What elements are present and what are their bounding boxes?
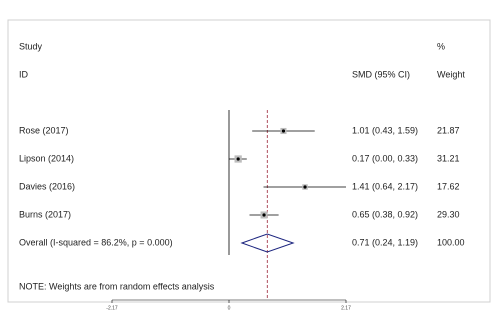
weight-label: 17.62 <box>437 181 460 191</box>
effect-label: 1.01 (0.43, 1.59) <box>352 125 418 135</box>
effect-label: 1.41 (0.64, 2.17) <box>352 181 418 191</box>
x-tick-label: 2.17 <box>341 305 351 311</box>
effect-label: 0.17 (0.00, 0.33) <box>352 153 418 163</box>
note: NOTE: Weights are from random effects an… <box>19 281 215 291</box>
header-effect: SMD (95% CI) <box>352 69 410 79</box>
point-estimate <box>303 185 307 189</box>
overall-label: 0.71 (0.24, 1.19) <box>352 237 418 247</box>
study-name: Rose (2017) <box>19 125 69 135</box>
plot-frame <box>7 19 491 303</box>
study-name: Burns (2017) <box>19 209 71 219</box>
x-tick-label: 0 <box>228 305 231 311</box>
point-estimate <box>262 213 266 217</box>
study-name: Davies (2016) <box>19 181 75 191</box>
weight-label: 31.21 <box>437 153 460 163</box>
header-pct: % <box>437 41 445 51</box>
point-estimate <box>236 157 240 161</box>
study-name: Lipson (2014) <box>19 153 74 163</box>
overall-diamond <box>240 233 295 253</box>
header-study: Study <box>19 41 43 51</box>
weight-label: 29.30 <box>437 209 460 219</box>
header-id: ID <box>19 69 29 79</box>
point-estimate <box>281 129 286 133</box>
weight-label: 21.87 <box>437 125 460 135</box>
effect-label: 0.65 (0.38, 0.92) <box>352 209 418 219</box>
x-tick-label: -2.17 <box>106 305 118 311</box>
overall-weight: 100.00 <box>437 237 465 247</box>
overall-name: Overall (I-squared = 86.2%, p = 0.000) <box>19 237 173 247</box>
header-weight: Weight <box>437 69 465 79</box>
